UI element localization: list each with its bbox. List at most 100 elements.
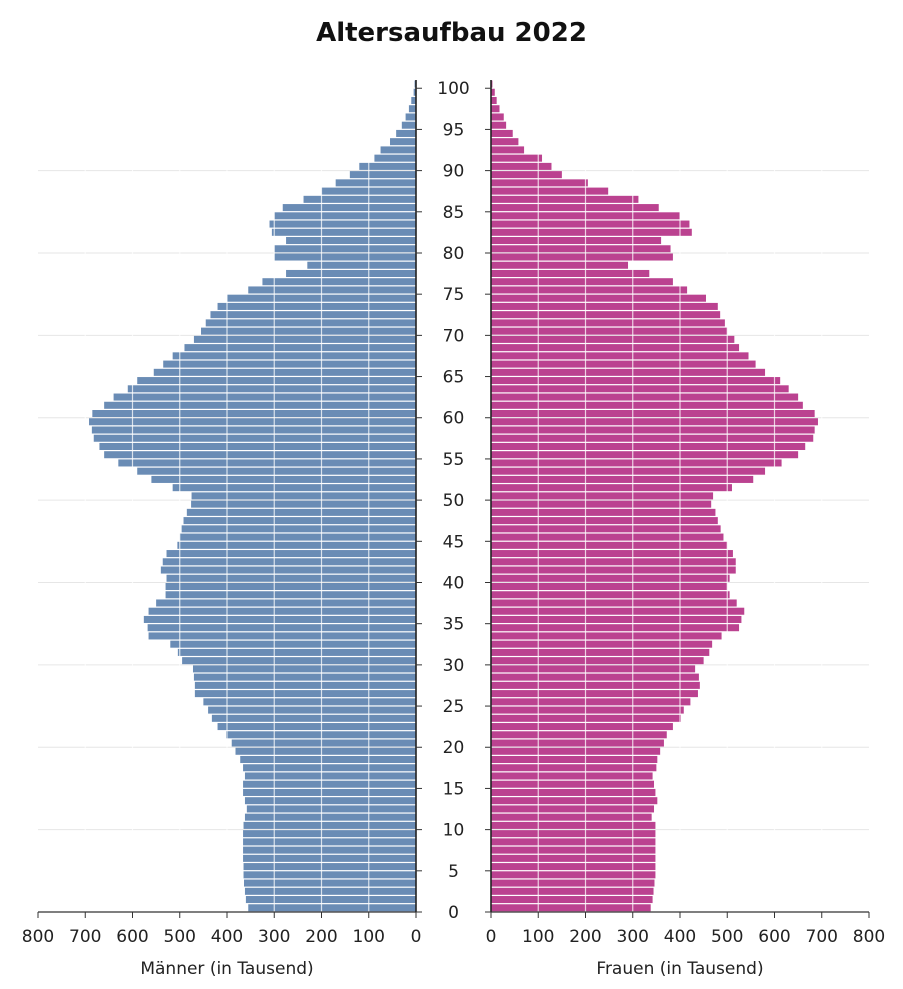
- x-tick-label-right: 600: [758, 927, 790, 947]
- female-bar-age-30: [491, 657, 704, 665]
- male-bar-age-0: [248, 904, 416, 912]
- female-bar-age-60: [491, 410, 815, 418]
- age-tick-label: 0: [448, 903, 459, 923]
- male-bar-age-83: [269, 220, 416, 228]
- male-bar-age-3: [244, 879, 416, 887]
- male-bar-age-90: [359, 162, 416, 170]
- male-bar-age-30: [182, 657, 416, 665]
- male-bar-age-15: [243, 780, 416, 788]
- male-bar-age-58: [91, 426, 417, 434]
- female-bar-age-20: [491, 739, 664, 747]
- male-bar-age-41: [160, 566, 416, 574]
- female-bar-age-78: [491, 261, 629, 269]
- male-bar-age-68: [184, 344, 416, 352]
- female-bar-age-57: [491, 434, 814, 442]
- female-bar-age-0: [491, 904, 651, 912]
- female-bar-age-54: [491, 459, 782, 467]
- male-bar-age-9: [243, 830, 416, 838]
- age-tick-label: 60: [443, 409, 465, 429]
- chart-title: Altersaufbau 2022: [316, 18, 587, 48]
- age-tick-label: 95: [443, 120, 465, 140]
- male-bar-age-37: [156, 599, 416, 607]
- age-tick-label: 50: [443, 491, 465, 511]
- male-bar-age-59: [89, 418, 416, 426]
- female-bar-age-38: [491, 591, 730, 599]
- male-bars: [89, 80, 417, 912]
- female-bar-age-25: [491, 698, 691, 706]
- male-bar-age-81: [286, 237, 416, 245]
- female-bar-age-70: [491, 327, 728, 335]
- female-bar-age-6: [491, 854, 656, 862]
- male-bar-age-99: [413, 88, 416, 96]
- x-tick-label-left: 400: [211, 927, 243, 947]
- female-bar-age-58: [491, 426, 815, 434]
- female-bar-age-10: [491, 821, 656, 829]
- x-tick-label-left: 100: [353, 927, 385, 947]
- age-tick-label: 10: [443, 821, 465, 841]
- female-bar-age-85: [491, 204, 659, 212]
- male-bar-age-48: [186, 508, 416, 516]
- female-bar-age-18: [491, 755, 658, 764]
- male-bar-age-38: [165, 591, 416, 599]
- male-bar-age-42: [162, 558, 416, 566]
- female-bar-age-12: [491, 805, 655, 813]
- age-tick-label: 100: [437, 79, 469, 99]
- male-bar-age-93: [390, 138, 416, 146]
- male-bar-age-39: [165, 582, 416, 591]
- female-bar-age-73: [491, 302, 718, 310]
- female-bar-age-36: [491, 607, 745, 615]
- female-bar-age-34: [491, 624, 740, 632]
- male-bar-age-33: [148, 632, 416, 640]
- female-bar-age-49: [491, 500, 712, 508]
- female-bar-age-81: [491, 237, 662, 245]
- female-bar-age-74: [491, 294, 706, 302]
- male-bar-age-43: [166, 550, 416, 558]
- age-tick-label: 85: [443, 203, 465, 223]
- male-bar-age-75: [248, 286, 416, 294]
- male-bar-age-20: [231, 739, 416, 747]
- male-bar-age-86: [303, 195, 416, 203]
- female-bar-age-4: [491, 871, 656, 879]
- male-bar-age-94: [396, 129, 416, 137]
- male-bar-age-60: [92, 410, 417, 418]
- x-tick-label-right: 800: [853, 927, 885, 947]
- female-bar-age-83: [491, 220, 690, 228]
- x-tick-label-left: 300: [258, 927, 290, 947]
- female-bar-age-48: [491, 508, 716, 516]
- x-tick-label-left: 0: [411, 927, 422, 947]
- female-bar-age-44: [491, 541, 728, 549]
- female-bar-age-32: [491, 640, 713, 648]
- male-bar-age-49: [191, 500, 416, 508]
- male-bar-age-6: [243, 854, 416, 862]
- male-bar-age-80: [274, 245, 416, 253]
- male-bar-age-54: [118, 459, 416, 467]
- male-bar-age-67: [172, 352, 416, 360]
- male-bar-age-35: [143, 615, 416, 623]
- female-bar-age-67: [491, 352, 749, 360]
- female-bar-age-51: [491, 484, 732, 492]
- male-bar-age-25: [203, 698, 416, 706]
- female-bar-age-43: [491, 550, 733, 558]
- female-bar-age-29: [491, 665, 696, 673]
- female-bar-age-16: [491, 772, 653, 780]
- age-tick-label: 90: [443, 162, 465, 182]
- male-bar-age-24: [208, 706, 416, 714]
- female-bar-age-50: [491, 492, 714, 500]
- female-bar-age-3: [491, 879, 655, 887]
- male-bar-age-17: [243, 764, 416, 772]
- male-bar-age-73: [217, 302, 416, 310]
- male-bar-age-71: [205, 319, 416, 327]
- female-bar-age-62: [491, 393, 799, 401]
- age-tick-label: 40: [443, 573, 465, 593]
- male-bar-age-55: [104, 451, 417, 459]
- male-bar-age-65: [153, 368, 416, 376]
- male-bar-age-29: [192, 665, 416, 673]
- x-tick-label-left: 800: [22, 927, 54, 947]
- male-bar-age-91: [374, 154, 416, 162]
- female-bar-age-98: [491, 96, 497, 105]
- female-bar-age-27: [491, 681, 700, 689]
- male-bar-age-18: [240, 755, 416, 764]
- female-bar-age-95: [491, 121, 507, 129]
